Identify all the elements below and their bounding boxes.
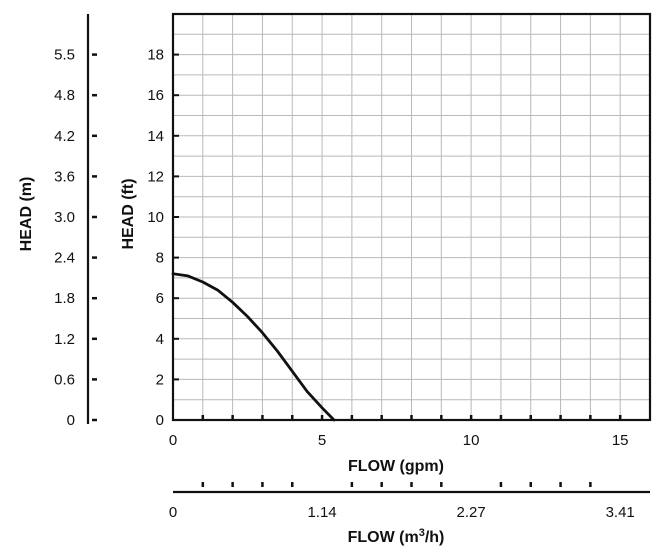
x-tick-label: 15 xyxy=(612,432,629,449)
secondary-y-axis-title: HEAD (m) xyxy=(18,177,35,252)
secondary-x-tick-label: 3.41 xyxy=(606,504,635,521)
tick-labels: 0 2 4 6 8 10 12 14 16 18 0 0.6 1.2 1.8 2.4 3.0 3.6 4.2 4.8… xyxy=(54,47,635,521)
x-tick-label: 10 xyxy=(463,432,480,449)
y-axis-title: HEAD (ft) xyxy=(120,178,137,249)
secondary-y-tick-label: 0.6 xyxy=(54,371,75,388)
y-tick-label: 12 xyxy=(147,168,164,185)
y-tick-label: 8 xyxy=(156,250,164,267)
secondary-x-tick-label: 2.27 xyxy=(457,504,486,521)
x-axis-title: FLOW (gpm) xyxy=(348,458,444,475)
y-tick-label: 6 xyxy=(156,290,164,307)
x-tick-label: 0 xyxy=(169,432,177,449)
series-layer xyxy=(171,272,336,422)
secondary-y-tick-label: 5.5 xyxy=(54,47,75,64)
secondary-y-tick-label: 4.8 xyxy=(54,87,75,104)
secondary-y-tick-label: 3.0 xyxy=(54,209,75,226)
y-tick-label: 14 xyxy=(147,128,164,145)
x-tick-label: 5 xyxy=(318,432,326,449)
pump-curve-line xyxy=(171,272,336,422)
y-tick-label: 10 xyxy=(147,209,164,226)
secondary-y-tick-label: 3.6 xyxy=(54,168,75,185)
secondary-y-tick-label: 0 xyxy=(67,412,75,429)
y-tick-label: 4 xyxy=(156,331,164,348)
y-tick-label: 16 xyxy=(147,87,164,104)
secondary-y-tick-label: 4.2 xyxy=(54,128,75,145)
tick-marks xyxy=(92,53,622,487)
secondary-x-axis-title-text: FLOW (m xyxy=(348,529,419,546)
secondary-x-tick-label: 0 xyxy=(169,504,177,521)
secondary-y-tick-label: 1.2 xyxy=(54,331,75,348)
secondary-y-tick-label: 1.8 xyxy=(54,290,75,307)
secondary-x-axis-title-suffix: /h) xyxy=(425,529,445,546)
y-tick-label: 0 xyxy=(156,412,164,429)
secondary-x-axis-title-sup: 3 xyxy=(419,527,425,539)
secondary-x-axis-title: FLOW (m3/h) xyxy=(348,527,445,546)
y-tick-label: 2 xyxy=(156,371,164,388)
y-tick-label: 18 xyxy=(147,47,164,64)
secondary-y-tick-label: 2.4 xyxy=(54,250,75,267)
grid-lines xyxy=(173,14,650,420)
secondary-x-tick-label: 1.14 xyxy=(307,504,336,521)
